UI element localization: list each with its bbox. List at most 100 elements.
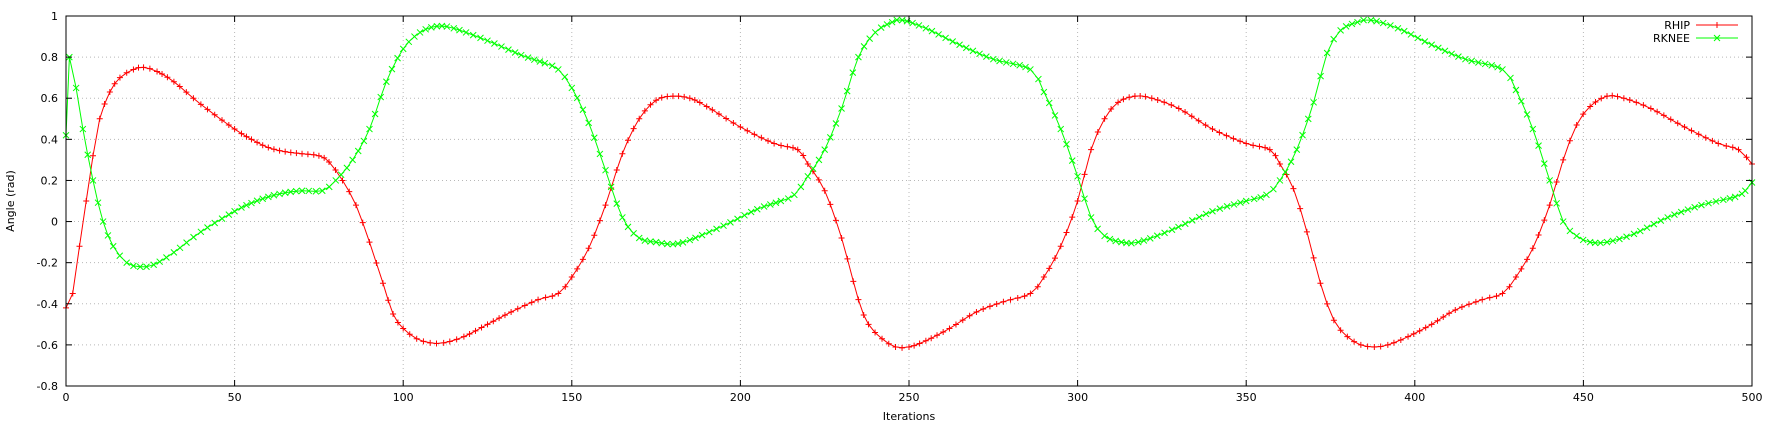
data-point (573, 94, 581, 102)
data-point (1131, 93, 1138, 100)
data-point (1281, 168, 1289, 176)
data-point (1146, 235, 1154, 242)
data-point (1428, 41, 1436, 49)
data-point (1709, 137, 1716, 144)
data-point (607, 183, 615, 191)
data-point (647, 238, 654, 245)
data-point (1546, 202, 1553, 209)
data-point (647, 101, 654, 108)
data-point (159, 71, 166, 78)
data-point (1101, 232, 1108, 240)
data-point (1081, 195, 1088, 203)
data-point (753, 205, 761, 213)
data-point (83, 198, 90, 204)
data-point (686, 95, 693, 102)
data-point (1175, 223, 1182, 231)
data-point (860, 311, 867, 318)
data-point (747, 208, 755, 216)
data-point (1468, 57, 1475, 65)
data-point (1667, 116, 1674, 123)
data-point (299, 150, 306, 157)
data-point (315, 152, 322, 159)
x-tick-label: 350 (1236, 391, 1257, 404)
data-point (877, 24, 885, 32)
data-point (183, 89, 190, 96)
data-point (366, 239, 373, 246)
data-point (1242, 197, 1250, 205)
data-point (385, 297, 392, 304)
data-point (136, 263, 144, 271)
data-point (1479, 296, 1486, 303)
data-point (270, 146, 277, 153)
data-point (885, 340, 892, 347)
data-point (549, 293, 556, 300)
data-point (190, 95, 197, 102)
data-point (1603, 238, 1611, 246)
y-tick-label: 0.4 (41, 133, 59, 146)
data-point (911, 342, 918, 349)
data-point (312, 188, 320, 195)
data-point (1063, 140, 1070, 148)
data-point (123, 69, 130, 76)
data-point (1541, 217, 1548, 224)
data-point (1654, 108, 1661, 115)
data-point (276, 147, 283, 154)
data-point (1237, 199, 1244, 207)
data-point (1168, 226, 1176, 234)
data-point (652, 238, 660, 246)
data-point (1493, 293, 1500, 300)
data-point (1123, 239, 1130, 247)
legend-label-rhip: RHIP (1664, 19, 1690, 32)
data-point (1486, 294, 1493, 301)
data-point (1216, 129, 1223, 136)
data-point (916, 340, 923, 347)
data-point (713, 225, 720, 233)
data-point (871, 29, 879, 36)
data-point (377, 93, 385, 101)
data-point (760, 203, 768, 210)
data-point (170, 249, 178, 256)
data-point (1731, 193, 1739, 201)
data-point (293, 150, 300, 157)
data-point (1566, 227, 1574, 235)
data-point (1182, 109, 1189, 116)
data-point (1640, 102, 1647, 109)
data-point (460, 333, 467, 340)
data-point (772, 199, 780, 207)
data-point (219, 117, 226, 124)
data-point (692, 234, 699, 242)
data-point (596, 217, 603, 224)
data-point (1022, 63, 1029, 71)
data-point (784, 195, 792, 202)
data-point (1623, 233, 1630, 241)
data-point (641, 237, 649, 245)
legend-marker-rhip (1714, 22, 1720, 28)
data-point (1303, 228, 1310, 235)
data-point (170, 78, 177, 85)
data-point (101, 101, 108, 108)
data-point (1209, 126, 1216, 133)
data-point (1591, 239, 1599, 247)
data-point (860, 43, 868, 50)
data-point (865, 321, 872, 328)
data-point (1712, 198, 1720, 205)
data-point (243, 133, 250, 140)
data-point (1367, 16, 1375, 24)
data-point (1620, 95, 1627, 102)
data-point (915, 22, 923, 29)
data-point (472, 327, 479, 334)
data-point (698, 231, 706, 239)
data-point (935, 31, 942, 38)
data-point (1344, 333, 1351, 340)
data-point (993, 301, 1000, 308)
data-point (686, 236, 694, 244)
data-point (1630, 230, 1638, 238)
data-point (1137, 92, 1144, 99)
grid (66, 16, 1752, 386)
data-point (1223, 203, 1231, 210)
data-point (1434, 317, 1441, 324)
data-point (1540, 160, 1548, 167)
series-rknee (62, 16, 1756, 271)
data-point (946, 325, 953, 332)
data-point (349, 156, 356, 164)
